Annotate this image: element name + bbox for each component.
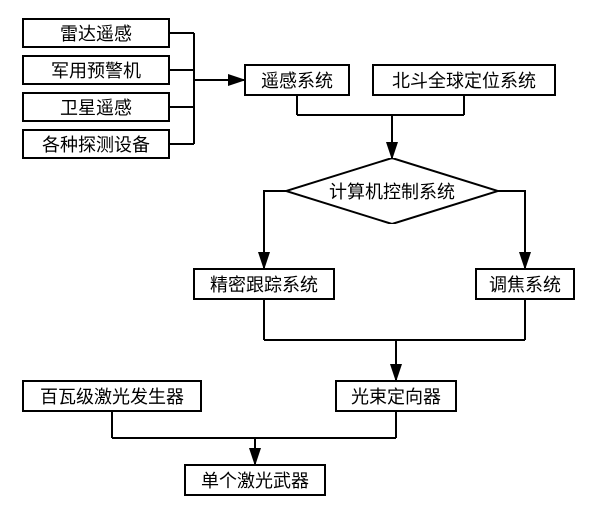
node-radar: 雷达遥感 (22, 18, 170, 48)
node-laser-gen: 百瓦级激光发生器 (22, 380, 202, 412)
node-satellite: 卫星遥感 (22, 92, 170, 122)
node-weapon: 单个激光武器 (184, 464, 326, 496)
label-detectors: 各种探测设备 (42, 131, 150, 157)
node-beam: 光束定向器 (335, 380, 457, 412)
label-beam: 光束定向器 (351, 383, 441, 409)
node-focus: 调焦系统 (475, 268, 575, 300)
label-beidou: 北斗全球定位系统 (392, 67, 536, 93)
label-awacs: 军用预警机 (51, 57, 141, 83)
label-tracking: 精密跟踪系统 (210, 271, 318, 297)
node-detectors: 各种探测设备 (22, 129, 170, 159)
node-beidou: 北斗全球定位系统 (372, 64, 556, 96)
node-awacs: 军用预警机 (22, 55, 170, 85)
label-radar: 雷达遥感 (60, 20, 132, 46)
label-weapon: 单个激光武器 (201, 467, 309, 493)
node-tracking: 精密跟踪系统 (193, 268, 335, 300)
label-laser-gen: 百瓦级激光发生器 (40, 383, 184, 409)
label-satellite: 卫星遥感 (60, 94, 132, 120)
label-sensing: 遥感系统 (261, 67, 333, 93)
label-focus: 调焦系统 (489, 271, 561, 297)
label-cpu: 计算机控制系统 (329, 178, 455, 204)
node-cpu: 计算机控制系统 (286, 158, 498, 224)
node-sensing: 遥感系统 (244, 64, 350, 96)
